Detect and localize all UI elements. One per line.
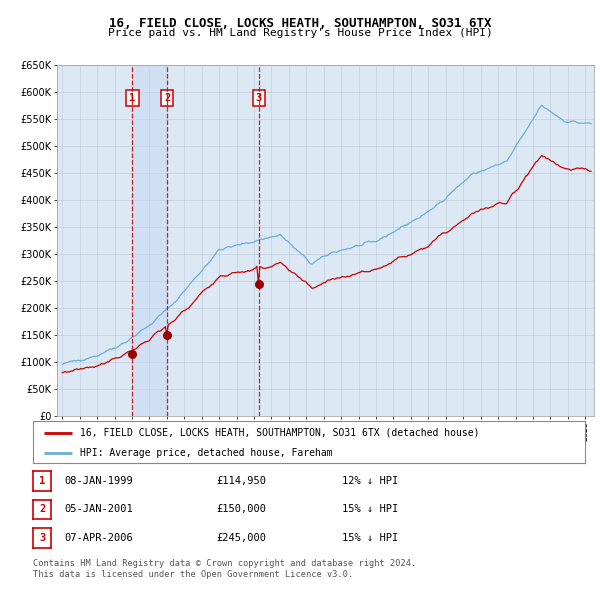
Text: 07-APR-2006: 07-APR-2006	[65, 533, 134, 543]
Text: £114,950: £114,950	[216, 476, 266, 486]
Text: 16, FIELD CLOSE, LOCKS HEATH, SOUTHAMPTON, SO31 6TX: 16, FIELD CLOSE, LOCKS HEATH, SOUTHAMPTO…	[109, 17, 491, 30]
Text: 1: 1	[130, 93, 136, 103]
Text: 16, FIELD CLOSE, LOCKS HEATH, SOUTHAMPTON, SO31 6TX (detached house): 16, FIELD CLOSE, LOCKS HEATH, SOUTHAMPTO…	[80, 428, 479, 438]
Text: HPI: Average price, detached house, Fareham: HPI: Average price, detached house, Fare…	[80, 448, 332, 457]
Text: Contains HM Land Registry data © Crown copyright and database right 2024.: Contains HM Land Registry data © Crown c…	[33, 559, 416, 568]
Text: 12% ↓ HPI: 12% ↓ HPI	[342, 476, 398, 486]
Text: This data is licensed under the Open Government Licence v3.0.: This data is licensed under the Open Gov…	[33, 571, 353, 579]
Text: 08-JAN-1999: 08-JAN-1999	[65, 476, 134, 486]
Text: 2: 2	[164, 93, 170, 103]
Text: 15% ↓ HPI: 15% ↓ HPI	[342, 533, 398, 543]
Text: 3: 3	[256, 93, 262, 103]
Text: 05-JAN-2001: 05-JAN-2001	[65, 504, 134, 514]
Text: £245,000: £245,000	[216, 533, 266, 543]
Text: 3: 3	[39, 533, 45, 543]
Text: Price paid vs. HM Land Registry's House Price Index (HPI): Price paid vs. HM Land Registry's House …	[107, 28, 493, 38]
Text: £150,000: £150,000	[216, 504, 266, 514]
Text: 1: 1	[39, 476, 45, 486]
Bar	[133, 65, 167, 416]
Text: 15% ↓ HPI: 15% ↓ HPI	[342, 504, 398, 514]
Text: 2: 2	[39, 504, 45, 514]
